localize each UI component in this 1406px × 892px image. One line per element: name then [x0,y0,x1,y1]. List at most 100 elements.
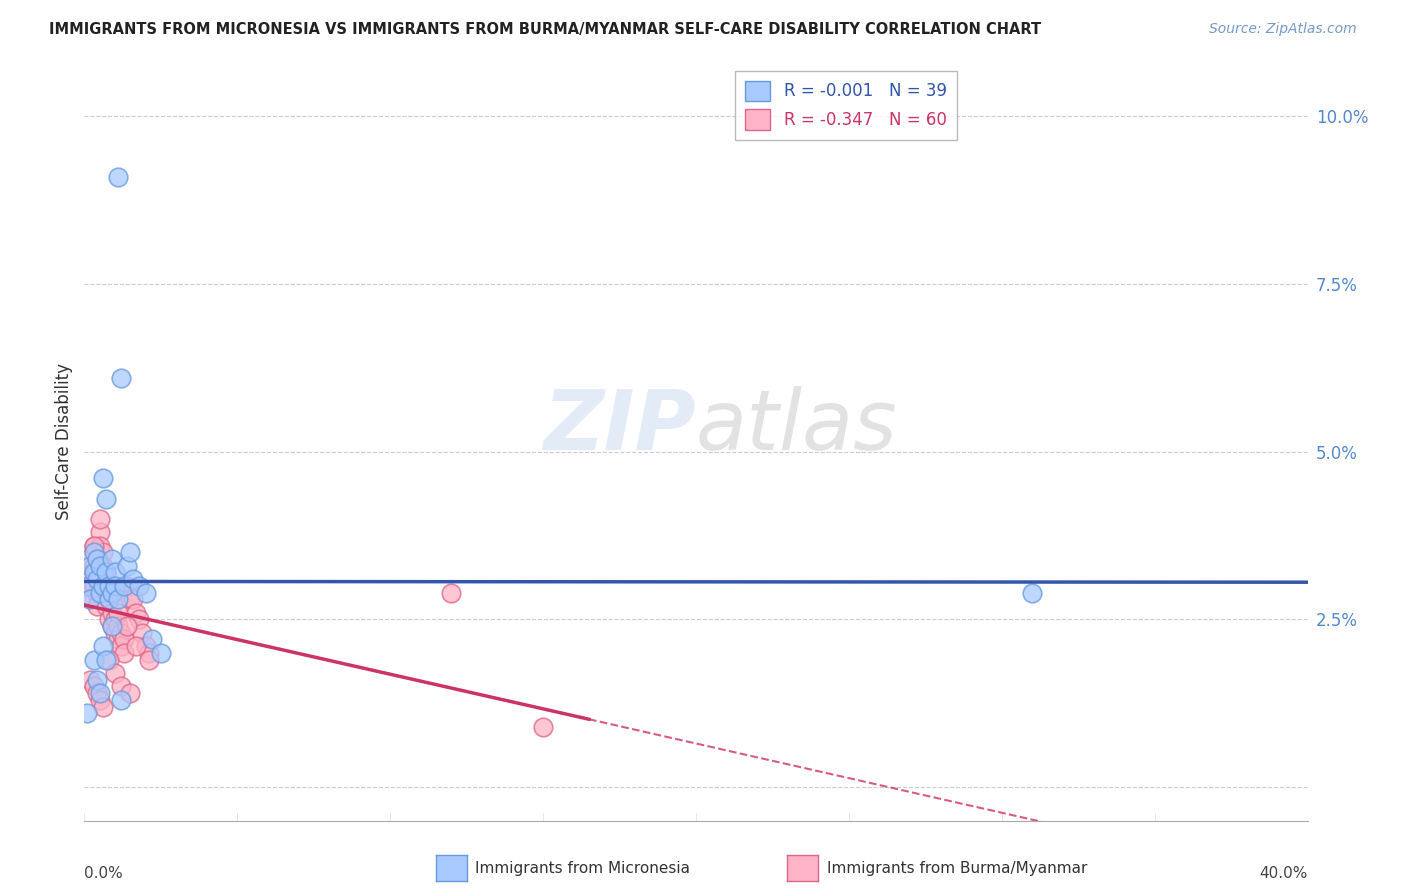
Point [104,566,127,580]
Point [76,572,98,586]
Point [89,525,111,540]
Point [138,652,160,666]
Point [128,612,150,626]
Point [94,566,117,580]
Point [120,686,142,700]
Point [91,639,114,653]
Point [83,680,105,694]
Point [94,585,117,599]
Point [107,632,129,647]
Point [115,558,138,573]
Text: Immigrants from Burma/Myanmar: Immigrants from Burma/Myanmar [827,862,1087,876]
Point [135,585,157,599]
Point [76,706,98,721]
Point [76,552,98,566]
Point [83,579,105,593]
Point [79,579,101,593]
Point [97,652,120,666]
Point [107,169,129,184]
Point [131,625,153,640]
Text: 40.0%: 40.0% [1260,866,1308,881]
Point [531,720,554,734]
Point [122,592,145,607]
Text: Source: ZipAtlas.com: Source: ZipAtlas.com [1209,22,1357,37]
Point [101,606,124,620]
Point [97,612,120,626]
Point [104,579,127,593]
Point [94,491,117,506]
Y-axis label: Self-Care Disability: Self-Care Disability [55,363,73,520]
Point [83,558,105,573]
Point [91,545,114,559]
Point [101,585,124,599]
Point [86,552,108,566]
Point [120,545,142,559]
Point [79,592,101,607]
Point [91,471,114,485]
Point [91,699,114,714]
Legend: R = -0.001   N = 39, R = -0.347   N = 60: R = -0.001 N = 39, R = -0.347 N = 60 [735,70,956,140]
Point [91,566,114,580]
Point [91,579,114,593]
Text: 0.0%: 0.0% [84,866,124,881]
Point [112,579,135,593]
Point [91,558,114,573]
Point [112,646,135,660]
Point [101,552,124,566]
Point [86,686,108,700]
Point [110,639,132,653]
Point [122,572,145,586]
Point [86,572,108,586]
Point [86,673,108,687]
Point [89,686,111,700]
Point [110,693,132,707]
Point [107,592,129,607]
Point [125,639,148,653]
Point [89,512,111,526]
Point [101,619,124,633]
Point [79,673,101,687]
Point [149,646,172,660]
Point [141,632,163,647]
Point [94,566,117,580]
Point [89,693,111,707]
Point [97,579,120,593]
Point [104,666,127,681]
Point [91,579,114,593]
Point [101,585,124,599]
Point [97,579,120,593]
Point [104,612,127,626]
Point [89,585,111,599]
Point [128,579,150,593]
Point [107,619,129,633]
Point [83,539,105,553]
Point [107,606,129,620]
Point [110,371,132,385]
Point [79,558,101,573]
Point [76,579,98,593]
Text: ZIP: ZIP [543,386,696,467]
Point [94,652,117,666]
Point [94,579,117,593]
Point [86,552,108,566]
Point [86,599,108,613]
Point [440,585,463,599]
Point [138,646,160,660]
Point [86,566,108,580]
Point [125,606,148,620]
Point [97,592,120,607]
Point [83,539,105,553]
Point [83,652,105,666]
Point [110,625,132,640]
Point [86,585,108,599]
Point [115,579,138,593]
Point [94,599,117,613]
Point [89,539,111,553]
Point [83,566,105,580]
Point [110,680,132,694]
Point [79,592,101,607]
Point [83,545,105,559]
Text: Immigrants from Micronesia: Immigrants from Micronesia [475,862,690,876]
Point [135,639,157,653]
Text: atlas: atlas [696,386,897,467]
